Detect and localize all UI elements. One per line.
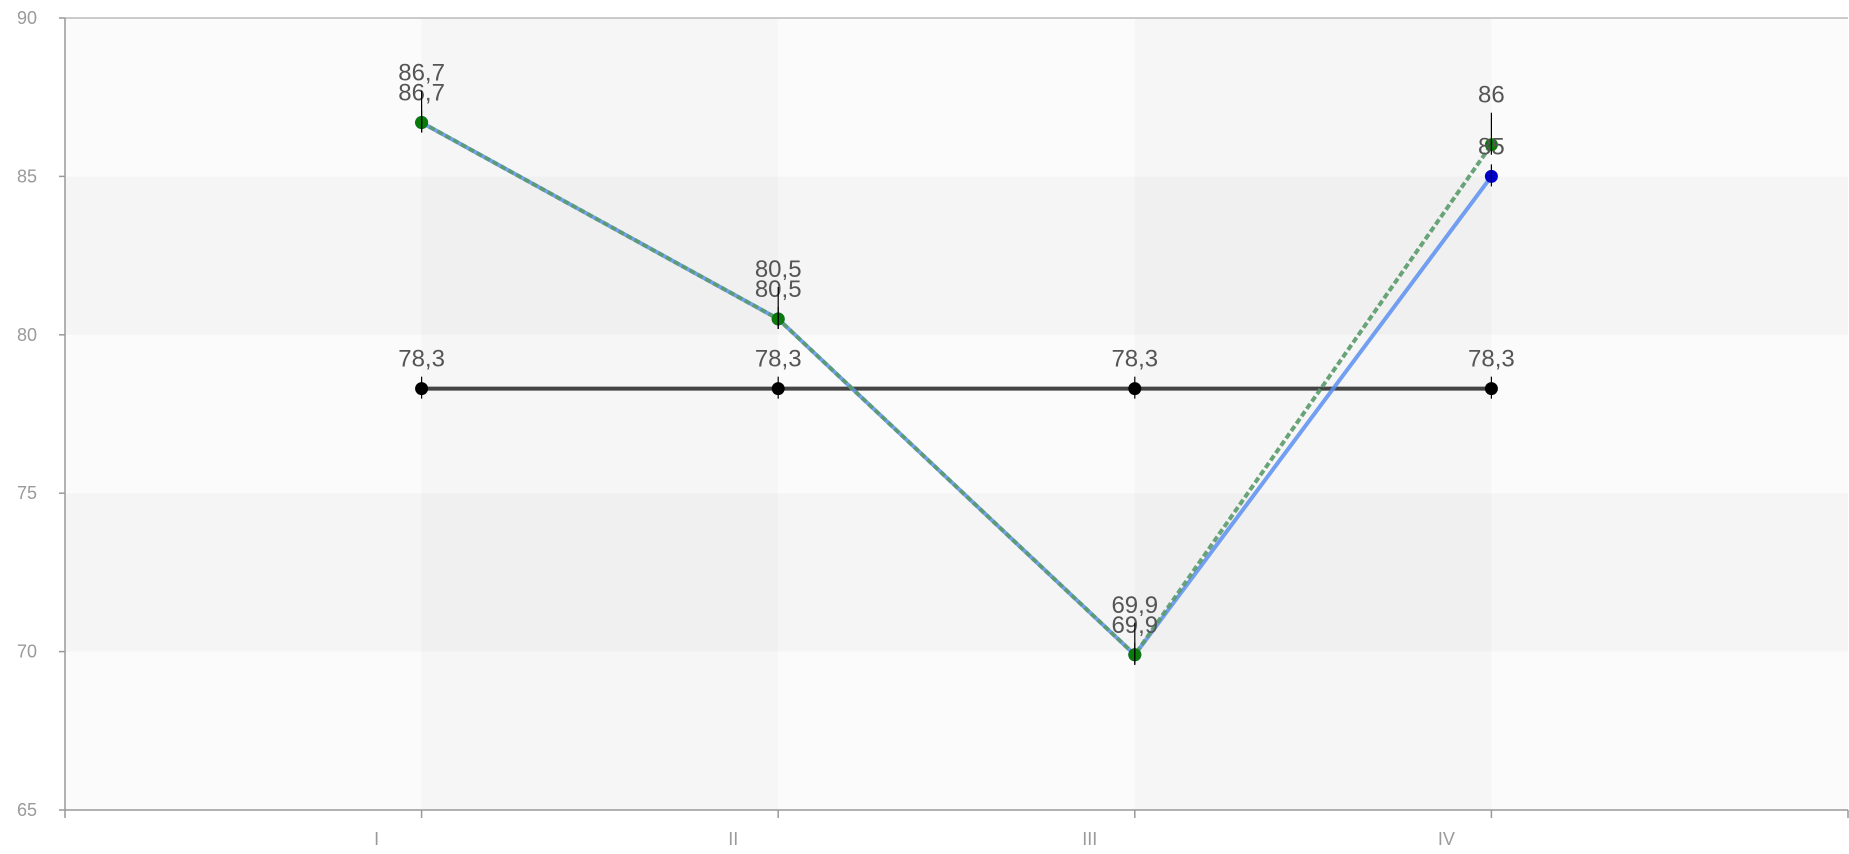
grid-band <box>65 334 1848 494</box>
background-bands <box>65 18 1848 810</box>
y-tick-label: 85 <box>17 166 37 186</box>
data-label: 69,9 <box>1111 592 1158 619</box>
column-band <box>422 18 779 810</box>
data-label: 78,3 <box>755 346 802 373</box>
y-tick-label: 90 <box>17 8 37 28</box>
x-tick-label: III <box>1082 829 1097 849</box>
x-tick-label: IV <box>1438 829 1455 849</box>
y-tick-label: 80 <box>17 325 37 345</box>
x-tick-label: II <box>728 829 738 849</box>
grid-band <box>65 493 1848 652</box>
data-label: 86 <box>1478 82 1505 109</box>
grid-band <box>65 651 1848 810</box>
series-line <box>420 120 1494 657</box>
y-tick-label: 65 <box>17 800 37 820</box>
y-tick-label: 75 <box>17 483 37 503</box>
grid-band <box>65 176 1848 335</box>
y-tick-label: 70 <box>17 642 37 662</box>
grid-band <box>65 18 1848 177</box>
x-tick-label: I <box>374 829 379 849</box>
data-labels-layer: 78,3 78,3 78,3 78,386,780,569,98586,780,569… <box>398 60 1515 665</box>
data-label: 80,5 <box>755 256 802 283</box>
data-label: 78,3 <box>1468 346 1515 373</box>
data-label: 86,7 <box>398 60 445 87</box>
data-label: 78,3 <box>398 346 445 373</box>
data-label: 78,3 <box>1111 346 1158 373</box>
